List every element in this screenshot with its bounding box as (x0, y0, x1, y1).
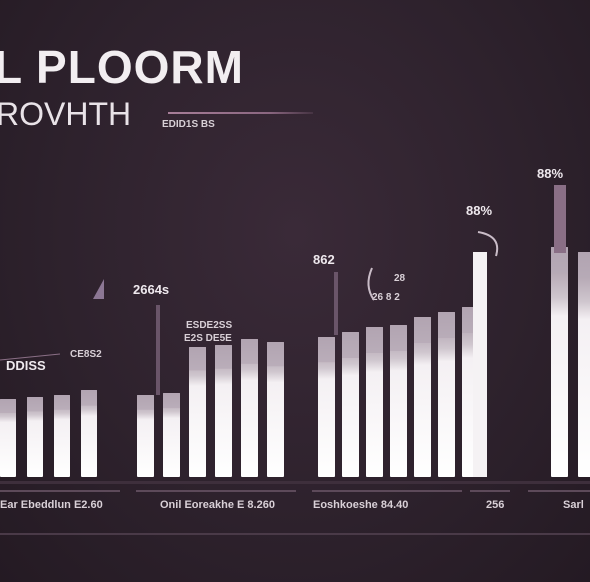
group-underline (470, 490, 510, 492)
group-annotation-tertiary: E2S DE5E (184, 333, 232, 344)
bar (163, 393, 180, 477)
group-annotation-secondary: CE8S2 (70, 349, 102, 360)
bar-top-band (267, 342, 284, 367)
bar (390, 325, 407, 477)
trend-line (0, 353, 61, 361)
bar (267, 342, 284, 477)
callout-curve (477, 231, 499, 257)
bottom-rule (0, 533, 590, 535)
group-annotation: 2664s (133, 282, 169, 297)
bar (551, 247, 568, 477)
bar-top-band (54, 395, 70, 410)
baseline-strip (0, 481, 590, 484)
group-annotation: DDISS (6, 358, 46, 373)
group-annotation-tertiary: 26 8 2 (372, 292, 400, 303)
bar-top-band (163, 393, 180, 409)
group-annotation: 862 (313, 252, 335, 267)
bar (241, 339, 258, 477)
group-label: Onil Eoreakhe E 8.260 (160, 499, 275, 511)
bar (81, 390, 97, 477)
bar-top-band (390, 325, 407, 351)
bar-top-band (318, 337, 335, 363)
bar (0, 399, 16, 477)
bar-top-band (578, 252, 590, 278)
group-underline (528, 490, 590, 492)
group-label: Ear Ebeddlun E2.60 (0, 499, 103, 511)
group-label: Eoshkoeshe 84.40 (313, 499, 408, 511)
bar-top-band (0, 399, 16, 414)
highlight-bar (473, 252, 487, 477)
highlight-bar-cap (554, 185, 566, 253)
bar-top-band (366, 327, 383, 353)
bar-top-band (414, 317, 431, 343)
bar (215, 345, 232, 477)
group-underline (0, 490, 120, 492)
chart-sublabel: EDID1S BS (162, 119, 215, 130)
group-annotation-secondary: ESDE2SS (186, 320, 232, 331)
bar (189, 347, 206, 477)
bar-top-band (189, 347, 206, 371)
bar-top-band (438, 312, 455, 338)
group-label: 256 (486, 499, 504, 511)
pointer-marker (93, 279, 104, 299)
bar (438, 312, 455, 477)
bar (414, 317, 431, 477)
chart-subtitle: ROVHTH (0, 96, 132, 132)
bar-top-band (27, 397, 43, 412)
chart-title: L PLOORM (0, 41, 244, 93)
title-underline (168, 112, 313, 114)
group-annotation-secondary: 28 (394, 273, 406, 284)
bar (578, 252, 590, 477)
bar-top-band (81, 390, 97, 406)
bar (54, 395, 70, 477)
bar (366, 327, 383, 477)
group-underline (312, 490, 462, 492)
callout-curve (367, 267, 375, 301)
bar-top-band (137, 395, 154, 410)
group-annotation: 88% (466, 203, 492, 218)
bar-top-band (551, 247, 568, 273)
bar-top-band (241, 339, 258, 364)
bar-top-band (215, 345, 232, 369)
group-annotation: 88% (537, 166, 563, 181)
bar (137, 395, 154, 477)
bar-top-band (342, 332, 359, 358)
bar (318, 337, 335, 477)
bar (27, 397, 43, 477)
bar (342, 332, 359, 477)
group-label: Sarl (563, 499, 584, 511)
group-underline (136, 490, 296, 492)
